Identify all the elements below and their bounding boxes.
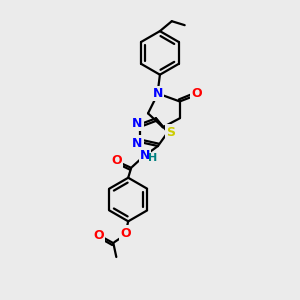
Text: O: O — [120, 227, 130, 240]
Text: N: N — [132, 117, 142, 130]
Text: N: N — [140, 149, 150, 162]
Text: O: O — [93, 229, 104, 242]
Text: O: O — [111, 154, 122, 167]
Text: N: N — [153, 87, 163, 100]
Text: N: N — [132, 136, 142, 150]
Text: O: O — [191, 87, 202, 100]
Text: S: S — [166, 126, 175, 139]
Text: H: H — [148, 153, 158, 163]
